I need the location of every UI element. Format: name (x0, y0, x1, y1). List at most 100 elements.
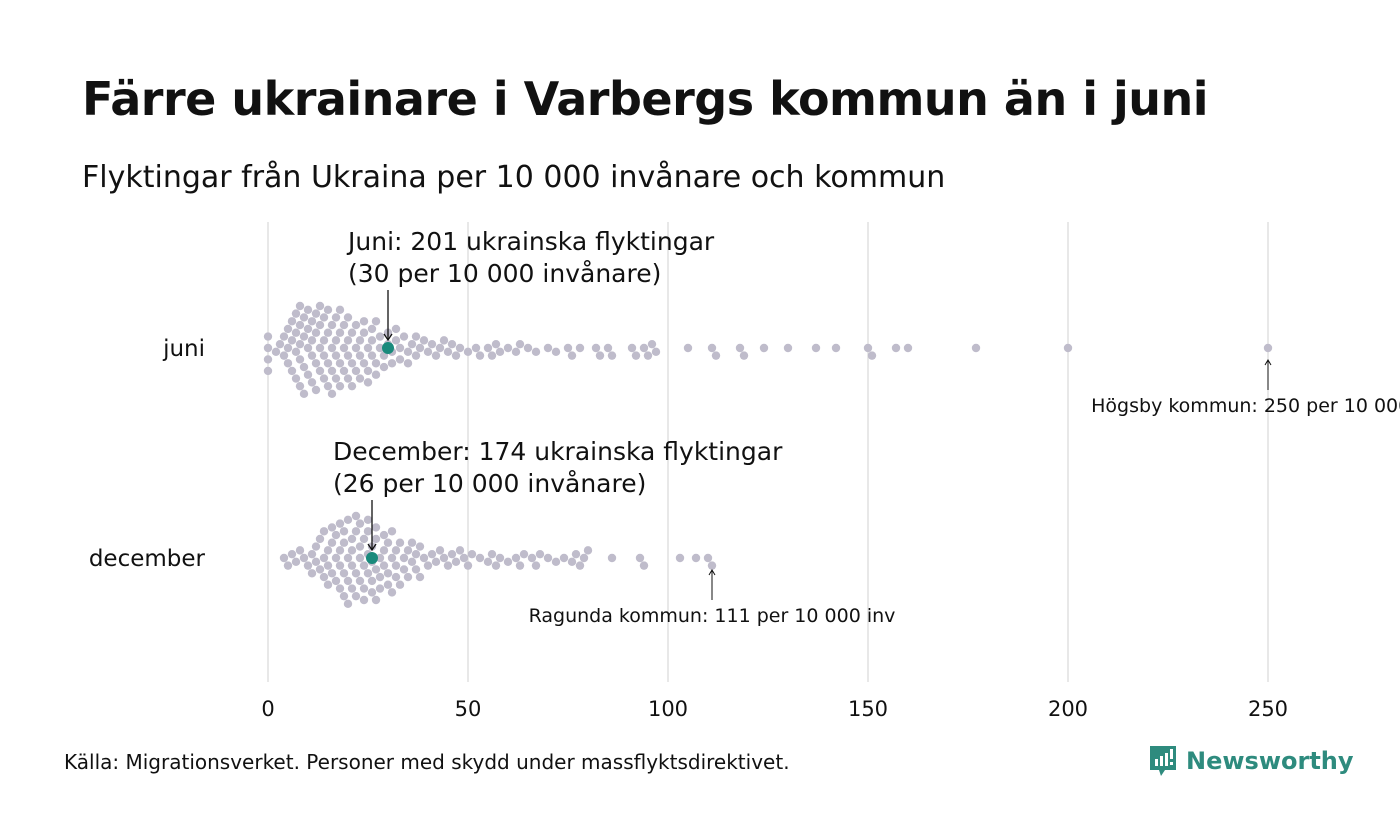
data-point (383, 580, 393, 589)
data-point (407, 557, 417, 567)
data-point (343, 553, 353, 563)
data-point (395, 580, 405, 589)
data-point (331, 374, 341, 383)
data-point (347, 534, 357, 544)
data-point (359, 595, 369, 605)
data-point (563, 343, 573, 353)
data-point (283, 561, 293, 570)
data-point (559, 553, 569, 563)
data-point (471, 343, 481, 353)
data-point (311, 309, 321, 318)
data-point (527, 553, 537, 563)
data-point (351, 527, 361, 536)
data-point (323, 305, 333, 315)
data-point (319, 572, 329, 582)
data-point (475, 351, 485, 360)
data-point (435, 546, 445, 555)
data-point (323, 580, 333, 589)
chart-subtitle: Flyktingar från Ukraina per 10 000 invån… (82, 160, 946, 195)
data-point (863, 343, 873, 353)
data-point (287, 366, 297, 376)
data-point (403, 359, 413, 368)
data-point (351, 591, 361, 601)
data-point (451, 351, 461, 360)
data-point (739, 351, 749, 360)
data-point (371, 359, 381, 368)
extreme-annotation: Ragunda kommun: 111 per 10 000 inv (529, 605, 896, 627)
data-point (291, 347, 301, 357)
data-point (295, 355, 305, 364)
data-point (651, 347, 661, 357)
data-point (331, 530, 341, 540)
data-point (319, 374, 329, 383)
data-point (399, 553, 409, 563)
data-point (495, 553, 505, 563)
data-point (323, 359, 333, 368)
data-point (447, 339, 457, 349)
data-point (411, 332, 421, 341)
data-point (343, 374, 353, 383)
data-point (339, 569, 349, 578)
data-point (375, 572, 385, 582)
data-point (379, 530, 389, 540)
data-point (279, 351, 289, 360)
data-point (303, 305, 313, 315)
data-point (519, 549, 529, 559)
data-point (299, 553, 309, 563)
data-point (531, 561, 541, 570)
data-point (327, 569, 337, 578)
data-point (343, 313, 353, 322)
data-point (391, 572, 401, 582)
row-label-juni: juni (162, 336, 205, 362)
data-point (627, 343, 637, 353)
data-point (455, 343, 465, 353)
data-point (303, 324, 313, 334)
data-point (343, 515, 353, 525)
data-point (419, 553, 429, 563)
data-point (391, 561, 401, 570)
data-point (487, 549, 497, 559)
data-point (419, 336, 429, 345)
arrow-head (383, 333, 393, 342)
data-point (335, 546, 345, 555)
data-point (307, 569, 317, 578)
data-point (503, 557, 513, 567)
data-point (375, 332, 385, 341)
data-point (355, 519, 365, 528)
data-point (1263, 343, 1273, 353)
data-point (475, 553, 485, 563)
data-point (503, 343, 513, 353)
data-point (323, 381, 333, 391)
data-point (387, 527, 397, 536)
data-point (423, 561, 433, 570)
data-point (391, 336, 401, 345)
data-point (287, 336, 297, 345)
data-point (971, 343, 981, 353)
data-point (355, 542, 365, 551)
data-point (311, 359, 321, 368)
highlight-annotation: Juni: 201 ukrainska flyktingar (346, 227, 715, 256)
data-point (403, 347, 413, 357)
data-point (327, 343, 337, 353)
data-point (391, 324, 401, 334)
data-point (371, 595, 381, 605)
data-point (283, 324, 293, 334)
data-point (467, 549, 477, 559)
data-point (607, 553, 617, 563)
data-point (315, 320, 325, 330)
data-point (307, 351, 317, 360)
data-point (407, 538, 417, 547)
data-point (279, 332, 289, 341)
data-point (271, 347, 281, 357)
data-point (691, 553, 701, 563)
data-point (583, 546, 593, 555)
data-point (355, 351, 365, 360)
data-point (347, 381, 357, 391)
data-point (335, 381, 345, 391)
data-point (431, 557, 441, 567)
data-point (379, 546, 389, 555)
data-point (339, 527, 349, 536)
data-point (287, 549, 297, 559)
data-point (379, 561, 389, 570)
